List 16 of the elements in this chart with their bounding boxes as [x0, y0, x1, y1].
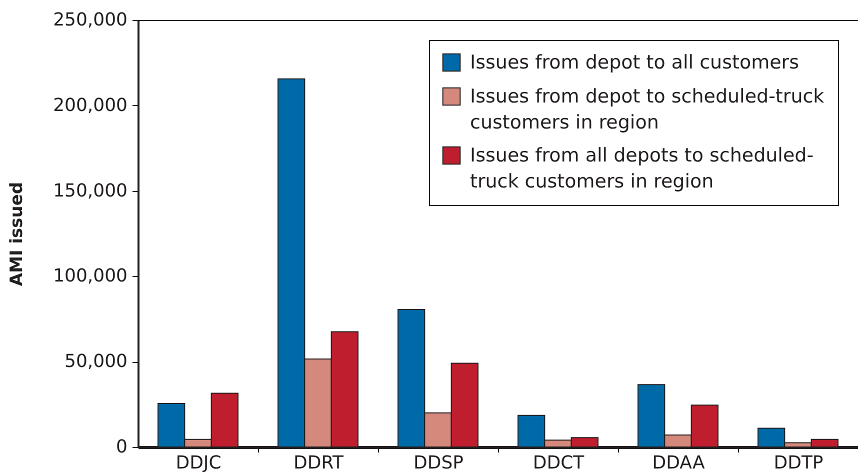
y-tick-label: 0 [116, 436, 128, 458]
x-tick-label: DDJC [176, 452, 222, 474]
x-tick-label: DDTP [774, 452, 824, 474]
x-tick-label: DDRT [294, 452, 344, 474]
legend-label: Issues from depot to all customers [470, 52, 799, 74]
legend-label: Issues from all depots to scheduled-truck customers in region [470, 144, 814, 192]
x-tick-label: DDSP [413, 452, 464, 474]
y-tick-label: 100,000 [53, 266, 128, 287]
y-tick-label: 250,000 [53, 10, 128, 30]
y-tick-label: 50,000 [64, 351, 128, 372]
y-axis-title: AMI issued [7, 182, 28, 286]
y-tick-label: 150,000 [53, 180, 128, 202]
x-tick-label: DDAA [652, 452, 706, 474]
y-tick-label: 200,000 [53, 94, 128, 116]
legend-label: Issues from depot to scheduled-truck customers in region [470, 86, 824, 134]
x-tick-label: DDCT [532, 452, 586, 474]
